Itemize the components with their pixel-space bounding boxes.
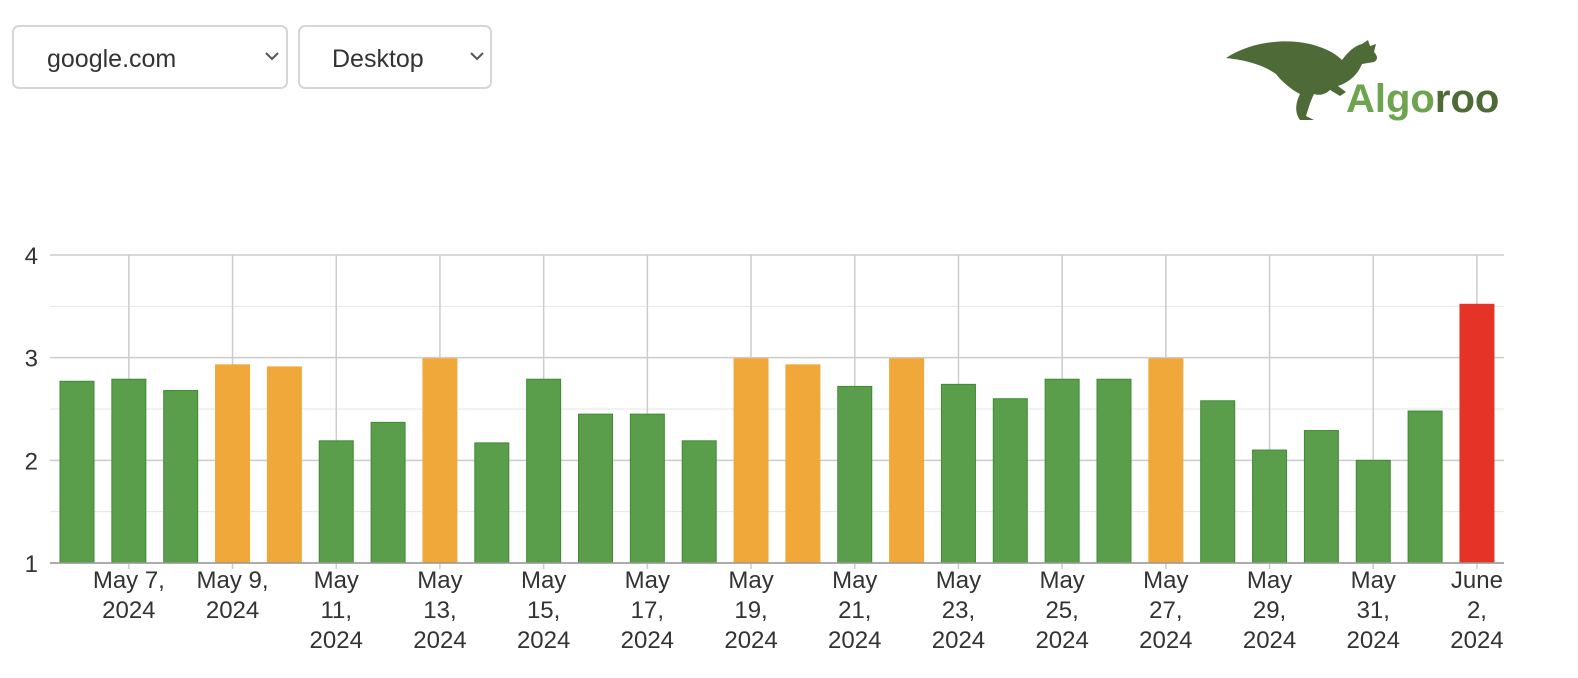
bar-21 (1096, 378, 1132, 564)
x-tick-label: June 2, 2024 (1450, 567, 1503, 654)
x-tick-label: May 21, 2024 (828, 567, 881, 654)
bar-1 (59, 380, 95, 564)
bar-12 (629, 413, 665, 564)
x-tick-label: May 19, 2024 (724, 567, 777, 654)
x-tick-label: May 25, 2024 (1035, 567, 1088, 654)
bar-27 (1407, 410, 1443, 564)
x-tick-label: May 17, 2024 (621, 567, 674, 654)
x-tick-label: May 27, 2024 (1139, 567, 1192, 654)
bar-3 (163, 390, 199, 564)
x-tick-label: May 23, 2024 (932, 567, 985, 654)
algoroo-logo: Algoroo (1226, 40, 1499, 121)
bar-6 (318, 440, 354, 564)
bar-16 (837, 385, 873, 564)
device-select[interactable]: Desktop (298, 25, 492, 89)
bar-4 (215, 364, 251, 564)
kangaroo-icon (1226, 40, 1377, 120)
bar-10 (526, 378, 562, 564)
y-tick-label: 3 (25, 346, 38, 373)
logo-text: Algoroo (1346, 77, 1499, 121)
y-axis-ticks: 1 2 3 4 (25, 243, 38, 578)
x-tick-label: May 31, 2024 (1347, 567, 1400, 654)
bar-23 (1200, 400, 1236, 564)
bar-24 (1252, 449, 1288, 564)
x-tick-label: May 13, 2024 (413, 567, 466, 654)
bar-28 (1459, 303, 1495, 564)
bar-15 (785, 364, 821, 564)
x-tick-label: May 7, 2024 (93, 567, 165, 624)
x-tick-label: May 15, 2024 (517, 567, 570, 654)
chevron-down-icon (265, 52, 279, 61)
site-select[interactable]: google.com (12, 25, 288, 89)
y-tick-label: 2 (25, 448, 38, 475)
bar-13 (681, 440, 717, 564)
y-tick-label: 4 (25, 243, 38, 270)
bar-14 (733, 358, 769, 564)
bar-22 (1148, 358, 1184, 564)
bar-8 (422, 358, 458, 564)
bar-20 (1044, 378, 1080, 564)
bars (59, 303, 1495, 564)
bar-26 (1355, 459, 1391, 564)
bar-19 (992, 398, 1028, 564)
chevron-down-icon (470, 52, 484, 61)
x-tick-label: May 9, 2024 (197, 567, 269, 624)
logo-text-dark: roo (1435, 77, 1499, 121)
x-tick-label: May 11, 2024 (310, 567, 363, 654)
bar-2 (111, 378, 147, 564)
site-select-value: google.com (47, 45, 177, 73)
bar-5 (266, 366, 302, 564)
bar-25 (1303, 430, 1339, 564)
x-tick-label: May 29, 2024 (1243, 567, 1296, 654)
x-axis-ticks: May 7, 2024 May 9, 2024 May 11, 2024 May 13, 2024… (93, 567, 1504, 654)
logo-text-light: Algo (1346, 77, 1435, 121)
bar-11 (578, 413, 613, 564)
bar-7 (370, 421, 406, 564)
bar-9 (474, 442, 510, 564)
y-tick-label: 1 (25, 551, 38, 578)
bar-18 (940, 383, 976, 564)
bar-17 (889, 358, 925, 564)
device-select-value: Desktop (332, 45, 424, 73)
